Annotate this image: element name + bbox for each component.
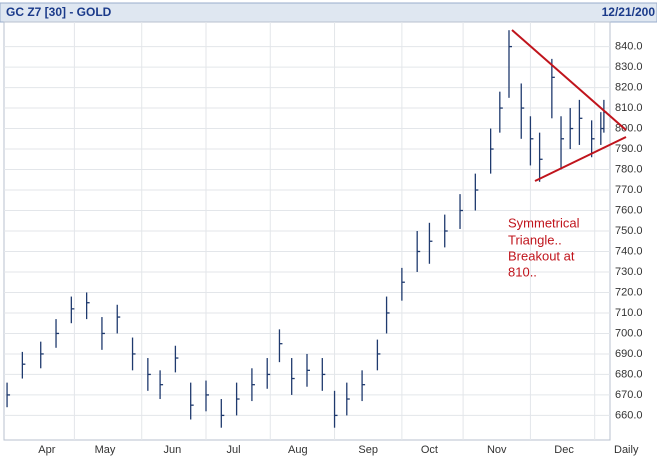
- y-tick-label: 680.0: [615, 368, 643, 380]
- y-tick-label: 750.0: [615, 225, 643, 237]
- y-tick-label: 670.0: [615, 389, 643, 401]
- x-tick-label: Jun: [163, 444, 181, 456]
- y-tick-label: 790.0: [615, 143, 643, 155]
- x-tick-label: Dec: [554, 444, 574, 456]
- y-tick-label: 780.0: [615, 163, 643, 175]
- y-tick-label: 830.0: [615, 61, 643, 73]
- x-tick-label: May: [95, 444, 116, 456]
- x-tick-label: Apr: [38, 444, 55, 456]
- axis-labels: 660.0 670.0 680.0 690.0 700.0 710.0 720.0 730.0…: [38, 40, 642, 455]
- annotation: 810..: [508, 264, 537, 279]
- y-tick-label: 820.0: [615, 81, 643, 93]
- triangle-lower: [534, 136, 627, 182]
- price-bars: [6, 30, 607, 428]
- y-tick-label: 770.0: [615, 184, 643, 196]
- x-tick-label: Jul: [227, 444, 241, 456]
- frequency-label: Daily: [614, 444, 639, 456]
- y-tick-label: 660.0: [615, 409, 643, 421]
- x-tick-label: Aug: [288, 444, 308, 456]
- x-tick-label: Nov: [487, 444, 507, 456]
- y-tick-label: 740.0: [615, 245, 643, 257]
- y-tick-label: 760.0: [615, 204, 643, 216]
- chart-date: 12/21/200: [602, 5, 656, 19]
- y-tick-label: 730.0: [615, 266, 643, 278]
- y-tick-label: 690.0: [615, 348, 643, 360]
- y-tick-label: 840.0: [615, 40, 643, 52]
- annotation: Triangle..: [508, 232, 562, 247]
- y-tick-label: 710.0: [615, 307, 643, 319]
- triangle-upper: [511, 29, 627, 131]
- y-tick-label: 720.0: [615, 286, 643, 298]
- x-tick-label: Oct: [421, 444, 438, 456]
- y-tick-label: 810.0: [615, 102, 643, 114]
- annotation: Symmetrical: [508, 215, 580, 230]
- x-tick-label: Sep: [358, 444, 378, 456]
- annotation: Breakout at: [508, 248, 575, 263]
- y-tick-label: 700.0: [615, 327, 643, 339]
- chart-title: GC Z7 [30] - GOLD: [6, 5, 112, 19]
